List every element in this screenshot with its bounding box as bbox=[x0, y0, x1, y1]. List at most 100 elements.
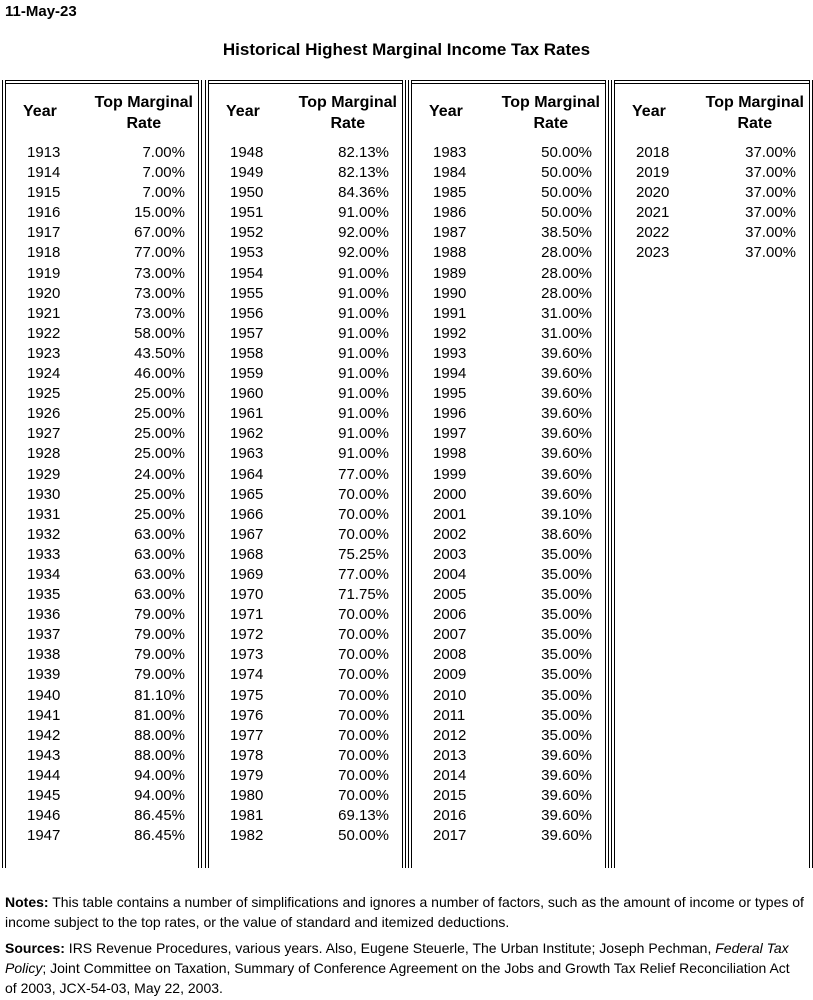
year-cell: 1937 bbox=[27, 626, 61, 644]
year-cell: 1955 bbox=[230, 284, 264, 302]
rate-cell: 91.00% bbox=[338, 204, 389, 222]
table-row: 1995 39.60% bbox=[409, 384, 608, 404]
rate-cell: 86.45% bbox=[134, 827, 185, 845]
year-cell: 1923 bbox=[27, 344, 61, 362]
rate-cell: 70.00% bbox=[338, 606, 389, 624]
rate-cell: 25.00% bbox=[134, 505, 185, 523]
year-cell: 1995 bbox=[433, 385, 467, 403]
table-row: 1917 67.00% bbox=[3, 223, 201, 243]
table-row: 1982 50.00% bbox=[206, 826, 405, 846]
table-row: 1992 31.00% bbox=[409, 324, 608, 344]
rate-cell: 73.00% bbox=[134, 264, 185, 282]
rate-header: Top Marginal Rate bbox=[501, 94, 600, 132]
year-cell: 1951 bbox=[230, 204, 264, 222]
rate-cell: 88.00% bbox=[134, 726, 185, 744]
rate-header: Top Marginal Rate bbox=[94, 94, 193, 132]
year-cell: 2007 bbox=[433, 626, 467, 644]
year-cell: 1974 bbox=[230, 666, 264, 684]
rate-cell: 39.60% bbox=[541, 344, 592, 362]
table-row: 1952 92.00% bbox=[206, 223, 405, 243]
rate-cell: 24.00% bbox=[134, 465, 185, 483]
year-cell: 1929 bbox=[27, 465, 61, 483]
rate-cell: 70.00% bbox=[338, 505, 389, 523]
notes-label: Notes: bbox=[5, 894, 49, 910]
year-cell: 1999 bbox=[433, 465, 467, 483]
year-cell: 1991 bbox=[433, 304, 467, 322]
rate-cell: 39.60% bbox=[541, 405, 592, 423]
rate-cell: 79.00% bbox=[134, 606, 185, 624]
rate-cell: 81.00% bbox=[134, 706, 185, 724]
year-cell: 1950 bbox=[230, 184, 264, 202]
table-row: 1932 63.00% bbox=[3, 525, 201, 545]
year-cell: 2014 bbox=[433, 766, 467, 784]
table-row: 2020 37.00% bbox=[612, 183, 812, 203]
rate-cell: 37.00% bbox=[745, 204, 796, 222]
rate-cell: 70.00% bbox=[338, 706, 389, 724]
rate-cell: 43.50% bbox=[134, 344, 185, 362]
rate-cell: 50.00% bbox=[541, 184, 592, 202]
table-row: 1924 46.00% bbox=[3, 364, 201, 384]
rate-cell: 35.00% bbox=[541, 545, 592, 563]
rate-cell: 39.60% bbox=[541, 766, 592, 784]
year-cell: 2020 bbox=[636, 184, 670, 202]
rate-cell: 81.10% bbox=[134, 686, 185, 704]
year-cell: 2019 bbox=[636, 164, 670, 182]
rate-cell: 39.60% bbox=[541, 365, 592, 383]
table-column-group: Year Top Marginal Rate 1913 7.00% 1914 7.00%… bbox=[2, 80, 202, 868]
year-cell: 1930 bbox=[27, 485, 61, 503]
year-cell: 1942 bbox=[27, 726, 61, 744]
rate-cell: 35.00% bbox=[541, 606, 592, 624]
rate-cell: 79.00% bbox=[134, 666, 185, 684]
year-cell: 1956 bbox=[230, 304, 264, 322]
table-row: 1958 91.00% bbox=[206, 344, 405, 364]
rate-cell: 73.00% bbox=[134, 284, 185, 302]
rate-cell: 15.00% bbox=[134, 204, 185, 222]
rate-cell: 75.25% bbox=[338, 545, 389, 563]
notes-text: This table contains a number of simplifi… bbox=[5, 894, 804, 930]
year-cell: 1920 bbox=[27, 284, 61, 302]
year-cell: 2022 bbox=[636, 224, 670, 242]
table-row: 1944 94.00% bbox=[3, 766, 201, 786]
rate-cell: 25.00% bbox=[134, 385, 185, 403]
sources: Sources: IRS Revenue Procedures, various… bbox=[5, 938, 805, 998]
year-cell: 1935 bbox=[27, 586, 61, 604]
year-cell: 1967 bbox=[230, 525, 264, 543]
year-cell: 2017 bbox=[433, 827, 467, 845]
page-title: Historical Highest Marginal Income Tax R… bbox=[222, 40, 591, 59]
rate-cell: 70.00% bbox=[338, 626, 389, 644]
year-cell: 1949 bbox=[230, 164, 264, 182]
year-cell: 1965 bbox=[230, 485, 264, 503]
year-cell: 1985 bbox=[433, 184, 467, 202]
table-row: 1962 91.00% bbox=[206, 424, 405, 444]
rate-cell: 31.00% bbox=[541, 324, 592, 342]
table-row: 1968 75.25% bbox=[206, 545, 405, 565]
year-cell: 2012 bbox=[433, 726, 467, 744]
table-row: 1951 91.00% bbox=[206, 203, 405, 223]
year-cell: 1964 bbox=[230, 465, 264, 483]
year-cell: 1977 bbox=[230, 726, 264, 744]
report-date: 11-May-23 bbox=[5, 3, 77, 20]
table-row: 1919 73.00% bbox=[3, 264, 201, 284]
year-cell: 1976 bbox=[230, 706, 264, 724]
year-cell: 1948 bbox=[230, 144, 264, 161]
table-row: 1981 69.13% bbox=[206, 806, 405, 826]
year-cell: 1987 bbox=[433, 224, 467, 242]
table-row: 1956 91.00% bbox=[206, 304, 405, 324]
table-row: 1998 39.60% bbox=[409, 444, 608, 464]
year-cell: 1917 bbox=[27, 224, 61, 242]
rate-cell: 70.00% bbox=[338, 766, 389, 784]
table-row: 1923 43.50% bbox=[3, 344, 201, 364]
year-cell: 1954 bbox=[230, 264, 264, 282]
rate-cell: 91.00% bbox=[338, 425, 389, 443]
year-cell: 1958 bbox=[230, 344, 264, 362]
table-row: 1983 50.00% bbox=[409, 143, 608, 163]
tax-rate-table: Year Top Marginal Rate 1913 7.00% 1914 7.00%… bbox=[2, 80, 813, 868]
table-row: 1945 94.00% bbox=[3, 786, 201, 806]
sources-label: Sources: bbox=[5, 940, 65, 956]
table-row: 2010 35.00% bbox=[409, 686, 608, 706]
rate-cell: 91.00% bbox=[338, 264, 389, 282]
sources-text-after: ; Joint Committee on Taxation, Summary o… bbox=[5, 960, 790, 996]
year-cell: 1934 bbox=[27, 565, 61, 583]
year-cell: 2000 bbox=[433, 485, 467, 503]
year-cell: 2002 bbox=[433, 525, 467, 543]
